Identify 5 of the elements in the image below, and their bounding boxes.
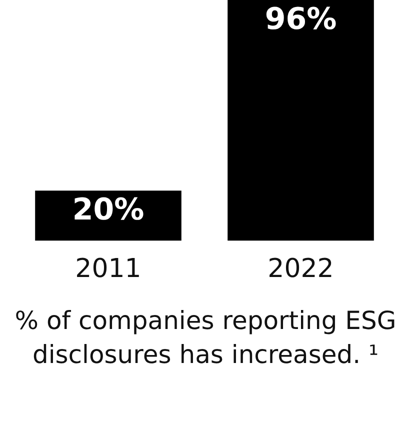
x-tick-label: 2022 [268,254,334,284]
data-label: 96% [264,2,337,37]
text: % of companies reporting ESG disclosures has increased. ¹ [14,305,398,371]
x-tick-label: 2011 [75,254,142,284]
data-label: 20% [72,192,144,228]
